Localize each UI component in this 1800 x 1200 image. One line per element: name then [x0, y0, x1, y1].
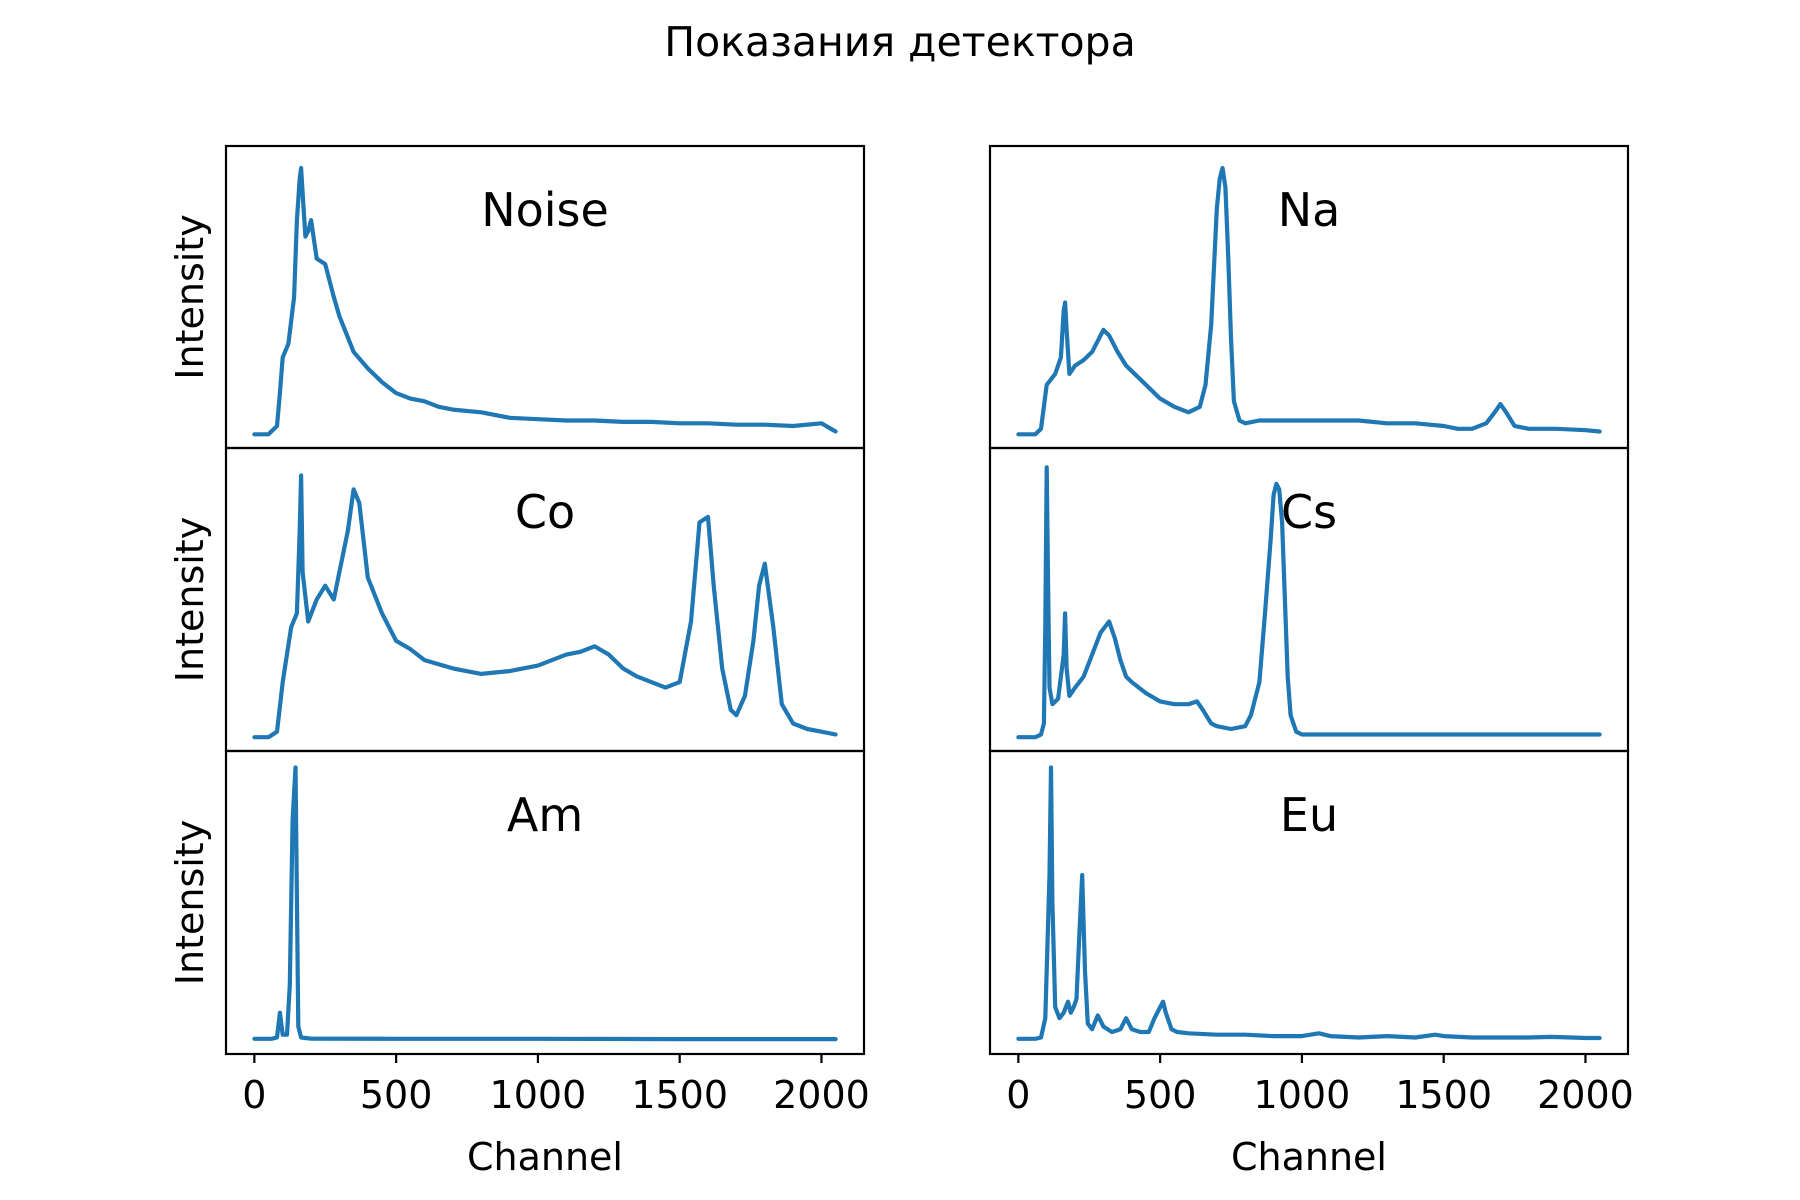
- series-line-na: [1016, 165, 1602, 437]
- x-tick-label: 0: [242, 1073, 266, 1117]
- x-tick-label: 2000: [773, 1073, 870, 1117]
- panel-annotation: Am: [507, 788, 583, 842]
- series-line-eu: [1016, 765, 1602, 1041]
- panel-annotation: Co: [515, 485, 575, 539]
- x-tick-label: 1000: [1254, 1073, 1351, 1117]
- series-line-am: [252, 765, 838, 1042]
- figure-title: Показания детектора: [664, 18, 1136, 66]
- x-tick-label: 0: [1006, 1073, 1030, 1117]
- y-axis-label: Intensity: [168, 820, 212, 985]
- panel-annotation: Cs: [1281, 485, 1337, 539]
- x-tick-label: 1500: [631, 1073, 728, 1117]
- x-tick-label: 1500: [1395, 1073, 1492, 1117]
- axes-frame: [224, 749, 866, 1056]
- x-axis-label: Channel: [1231, 1135, 1387, 1179]
- panel-eu: Eu 0 500 1000 1500 2000 Channel: [988, 749, 1634, 1179]
- x-tick-label: 500: [1124, 1073, 1197, 1117]
- y-axis-label: Intensity: [168, 214, 212, 379]
- panel-co: Co Intensity: [168, 446, 866, 753]
- series-line-co: [252, 473, 838, 740]
- panel-annotation: Noise: [481, 183, 609, 237]
- x-tick-label: 500: [360, 1073, 433, 1117]
- panel-annotation: Eu: [1280, 788, 1338, 842]
- panel-annotation: Na: [1278, 183, 1341, 237]
- panel-am: Am Intensity 0 500 1000 1500 2000 Channel: [168, 749, 870, 1179]
- panel-cs: Cs: [988, 446, 1630, 753]
- x-tick-label: 1000: [490, 1073, 587, 1117]
- series-line-noise: [252, 165, 838, 437]
- axes-frame: [988, 749, 1630, 1056]
- series-line-cs: [1016, 465, 1602, 740]
- panel-noise: Noise Intensity: [168, 144, 866, 450]
- x-axis-label: Channel: [467, 1135, 623, 1179]
- x-tick-label: 2000: [1537, 1073, 1634, 1117]
- panel-na: Na: [988, 144, 1630, 450]
- y-axis-label: Intensity: [168, 517, 212, 682]
